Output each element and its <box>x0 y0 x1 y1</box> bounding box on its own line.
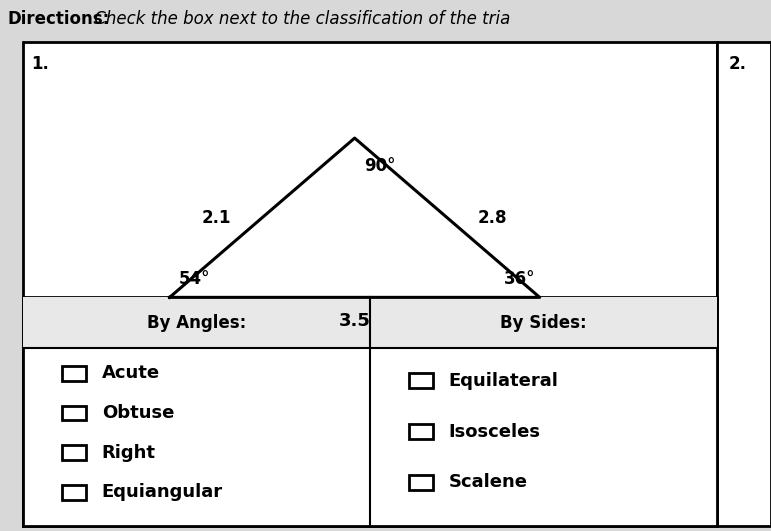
Bar <box>23 297 717 526</box>
Bar <box>409 424 433 439</box>
Text: Equilateral: Equilateral <box>449 372 559 390</box>
Bar <box>62 366 86 381</box>
Bar <box>409 475 433 490</box>
Bar <box>717 42 771 526</box>
Text: Acute: Acute <box>102 364 160 382</box>
Text: Equiangular: Equiangular <box>102 483 223 501</box>
Text: By Angles:: By Angles: <box>147 314 246 331</box>
Bar <box>62 485 86 500</box>
Text: 90°: 90° <box>364 157 396 175</box>
Bar <box>62 406 86 421</box>
Text: Isosceles: Isosceles <box>449 423 540 441</box>
Text: Obtuse: Obtuse <box>102 404 174 422</box>
Text: 2.1: 2.1 <box>202 209 231 227</box>
Text: 2.: 2. <box>729 55 746 73</box>
Bar <box>0 0 771 42</box>
Text: Directions:: Directions: <box>8 10 110 28</box>
Text: 36°: 36° <box>504 270 536 288</box>
Text: 54°: 54° <box>179 270 210 288</box>
Bar <box>62 445 86 460</box>
Bar <box>23 297 717 348</box>
Bar <box>409 373 433 388</box>
Text: 2.8: 2.8 <box>478 209 507 227</box>
Text: By Sides:: By Sides: <box>500 314 587 331</box>
Text: Right: Right <box>102 443 156 461</box>
Text: Check the box next to the classification of the tria: Check the box next to the classification… <box>89 10 510 28</box>
Text: 1.: 1. <box>31 55 49 73</box>
Text: 3.5: 3.5 <box>338 312 371 330</box>
Text: Scalene: Scalene <box>449 474 527 492</box>
